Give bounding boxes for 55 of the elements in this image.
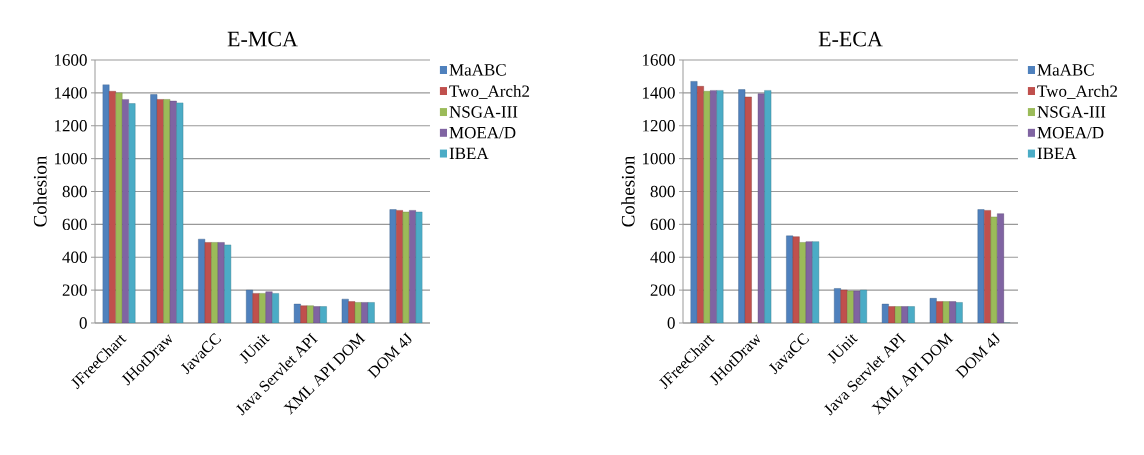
y-axis-title: Cohesion [621, 155, 635, 227]
bar [367, 302, 375, 323]
y-tick-label: 1600 [54, 54, 87, 66]
legend-label: IBEA [1037, 147, 1077, 160]
bar [224, 244, 232, 323]
bar [156, 99, 164, 323]
y-axis-title: Cohesion [33, 155, 47, 227]
bar [744, 96, 752, 323]
y-tick-label: 1000 [54, 152, 87, 165]
y-tick-label: 800 [650, 185, 675, 198]
y-tick-label: 800 [62, 185, 87, 198]
bar [977, 209, 985, 323]
bar [252, 293, 260, 323]
y-tick-label: 1200 [54, 120, 87, 132]
bar [716, 90, 724, 323]
legend-label: NSGA-III [449, 106, 518, 118]
y-tick-label: 200 [62, 284, 87, 296]
bar [102, 84, 110, 323]
bar [990, 216, 998, 323]
y-tick-label: 0 [667, 317, 675, 329]
y-tick-label: 200 [650, 284, 675, 296]
bar [204, 242, 212, 323]
bar [319, 306, 327, 323]
y-tick-label: 1000 [642, 152, 675, 165]
legend-label: Two_Arch2 [449, 84, 530, 99]
bar [703, 91, 711, 323]
legend-label: IBEA [449, 147, 489, 160]
bar [792, 236, 800, 323]
legend-label: NSGA-III [1037, 106, 1106, 118]
legend-label: MOEA/D [449, 127, 516, 139]
y-tick-label: 400 [62, 251, 87, 263]
y-tick-label: 0 [79, 317, 87, 329]
bar [176, 102, 184, 323]
y-tick-label: 400 [650, 251, 675, 263]
chart-title: E-ECA [818, 31, 883, 47]
y-tick-label: 1400 [54, 87, 87, 99]
chart-title: E-MCA [227, 31, 298, 47]
bar [690, 81, 698, 323]
bar [272, 293, 279, 323]
bar [840, 289, 848, 323]
legend-label: MaABC [1037, 64, 1094, 76]
bar [402, 211, 410, 323]
y-tick-label: 1600 [642, 54, 675, 66]
bar [389, 209, 397, 323]
bar [300, 305, 308, 323]
bar [415, 211, 423, 323]
bar [128, 103, 136, 323]
legend-label: Two_Arch2 [1037, 84, 1118, 99]
y-tick-label: 1400 [642, 87, 675, 99]
bar [348, 301, 356, 323]
legend-label: MOEA/D [1037, 127, 1104, 139]
y-tick-label: 600 [650, 218, 675, 231]
y-tick-label: 600 [62, 218, 87, 231]
y-tick-label: 1200 [642, 120, 675, 132]
legend-label: MaABC [449, 64, 506, 76]
